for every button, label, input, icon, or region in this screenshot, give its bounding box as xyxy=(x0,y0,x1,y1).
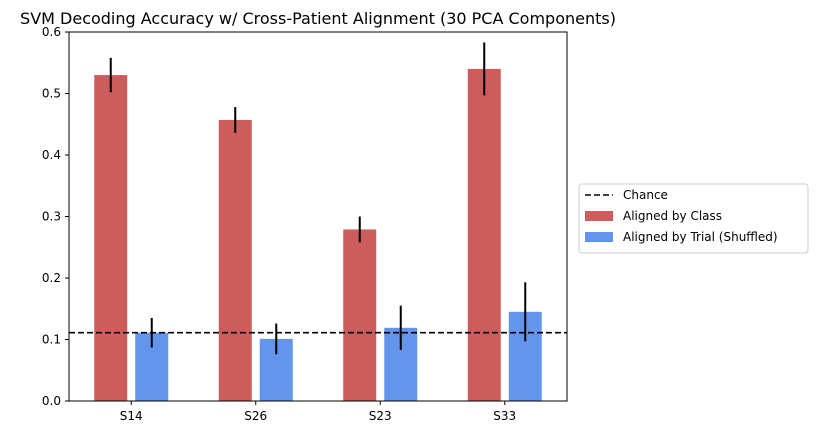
x-tick-label: S33 xyxy=(493,409,516,423)
y-tick-label: 0.5 xyxy=(42,87,61,101)
y-tick-label: 0.0 xyxy=(42,394,61,408)
y-tick-label: 0.3 xyxy=(42,210,61,224)
legend-box xyxy=(578,183,809,254)
y-tick-label: 0.6 xyxy=(42,25,61,39)
chart-title: SVM Decoding Accuracy w/ Cross-Patient A… xyxy=(20,9,616,28)
x-tick-label: S26 xyxy=(244,409,267,423)
y-tick-label: 0.2 xyxy=(42,271,61,285)
legend-swatch-class xyxy=(585,211,613,221)
bar-class-s23 xyxy=(343,229,377,401)
plot-area: 0.0 0.1 0.2 0.3 0.4 0.5 0.6 S14 S26 S23 S33 xyxy=(42,25,568,423)
legend-label-chance: Chance xyxy=(623,188,668,202)
y-tick-label: 0.4 xyxy=(42,148,61,162)
y-tick-label: 0.1 xyxy=(42,333,61,347)
bar-class-s33 xyxy=(467,68,501,402)
legend-label-trial: Aligned by Trial (Shuffled) xyxy=(623,230,778,244)
legend-label-class: Aligned by Class xyxy=(623,209,722,223)
legend-swatch-trial xyxy=(585,232,613,242)
legend: Chance Aligned by Class Aligned by Trial (… xyxy=(578,183,809,254)
x-tick-label: S23 xyxy=(369,409,392,423)
x-tick-label: S14 xyxy=(120,409,143,423)
bar-class-s26 xyxy=(218,119,252,401)
bar-class-s14 xyxy=(94,75,128,402)
